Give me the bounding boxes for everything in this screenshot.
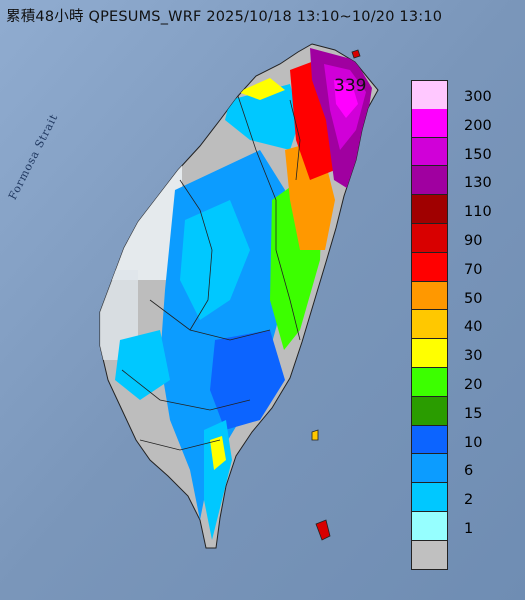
legend-swatch bbox=[411, 137, 448, 167]
legend-label: 6 bbox=[464, 463, 474, 480]
legend-label: 130 bbox=[464, 175, 492, 192]
legend-swatch bbox=[411, 80, 448, 110]
peak-value: 339 bbox=[334, 76, 367, 96]
legend-swatch bbox=[411, 512, 448, 541]
legend-label: 150 bbox=[464, 146, 492, 163]
legend-swatch bbox=[411, 540, 448, 570]
legend-swatch bbox=[411, 368, 448, 397]
legend-swatch bbox=[411, 224, 448, 253]
legend-label: 30 bbox=[464, 348, 483, 365]
map-title: 累積48小時 QPESUMS_WRF 2025/10/18 13:10~10/2… bbox=[6, 9, 443, 25]
legend-label: 50 bbox=[464, 290, 483, 307]
legend-label: 2 bbox=[464, 492, 474, 509]
legend-label: 300 bbox=[464, 89, 492, 105]
legend-swatch bbox=[411, 310, 448, 340]
legend-label: 110 bbox=[464, 204, 492, 221]
legend-swatch bbox=[411, 396, 448, 426]
legend-swatch bbox=[411, 425, 448, 455]
legend-label: 10 bbox=[464, 434, 483, 451]
legend-label: 40 bbox=[464, 319, 483, 336]
legend-swatch bbox=[411, 252, 448, 282]
legend-swatch bbox=[411, 195, 448, 224]
legend-swatch bbox=[411, 454, 448, 484]
legend-label: 70 bbox=[464, 261, 483, 278]
legend-label: 1 bbox=[464, 521, 474, 537]
legend-swatch bbox=[411, 108, 448, 138]
legend-swatch bbox=[411, 339, 448, 368]
rainfall-legend bbox=[411, 80, 448, 570]
offshore-islands bbox=[311, 49, 361, 541]
county-boundaries bbox=[121, 95, 301, 451]
legend-label: 200 bbox=[464, 117, 492, 134]
legend-swatch bbox=[411, 281, 448, 311]
legend-swatch bbox=[411, 166, 448, 196]
legend-label: 20 bbox=[464, 377, 483, 393]
legend-swatch bbox=[411, 483, 448, 512]
legend-label: 15 bbox=[464, 405, 483, 422]
legend-label: 90 bbox=[464, 233, 483, 249]
